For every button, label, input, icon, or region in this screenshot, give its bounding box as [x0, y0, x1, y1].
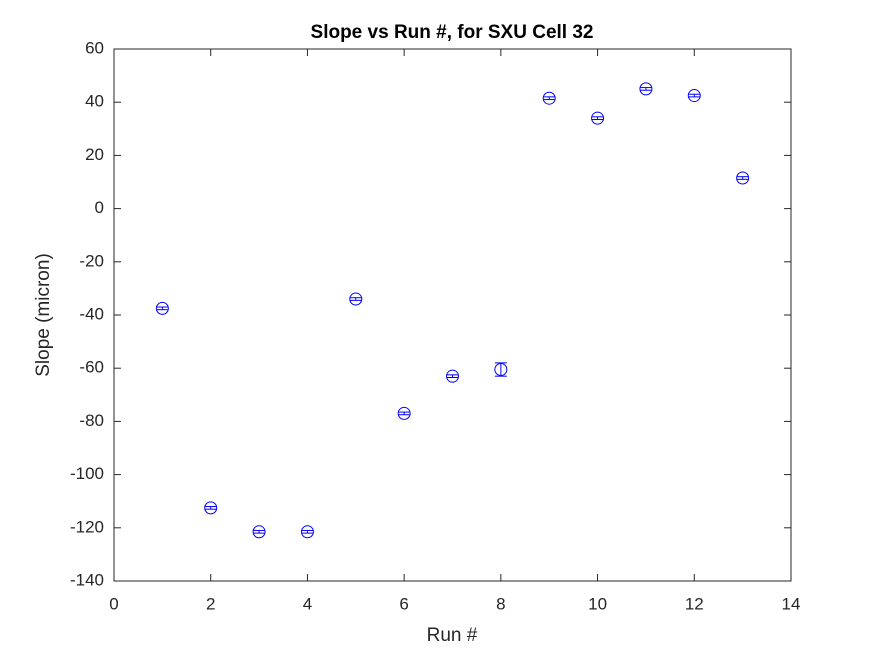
y-tick-label: -40: [79, 304, 104, 323]
y-tick-label: -100: [70, 464, 104, 483]
chart-title: Slope vs Run #, for SXU Cell 32: [311, 22, 594, 43]
y-tick-label: -120: [70, 517, 104, 536]
point: [687, 89, 701, 103]
y-tick-label: -20: [79, 251, 104, 270]
y-tick-label: 20: [85, 145, 104, 164]
y-tick-label: 60: [85, 38, 104, 57]
x-tick-label: 10: [588, 594, 607, 613]
x-tick-label: 6: [399, 594, 408, 613]
x-tick-label: 2: [206, 594, 215, 613]
point: [300, 525, 314, 539]
point: [591, 111, 605, 125]
x-tick-label: 4: [303, 594, 312, 613]
point: [349, 292, 363, 306]
y-tick-label: -140: [70, 570, 104, 589]
x-axis-label: Run #: [427, 625, 478, 646]
point: [542, 91, 556, 105]
y-tick-label: 0: [95, 198, 104, 217]
x-tick-label: 8: [496, 594, 505, 613]
x-tick-label: 12: [685, 594, 704, 613]
point: [204, 501, 218, 515]
y-axis-label: Slope (micron): [33, 253, 54, 377]
point: [639, 82, 653, 96]
point: [446, 369, 459, 383]
y-tick-label: -60: [79, 358, 104, 377]
point: [252, 525, 266, 539]
y-tick-label: -80: [79, 411, 104, 430]
x-tick-label: 14: [782, 594, 801, 613]
point: [736, 171, 750, 185]
y-tick-label: 40: [85, 92, 104, 111]
point: [155, 301, 169, 315]
plot-box: [113, 48, 792, 582]
point: [397, 406, 411, 420]
x-tick-label: 0: [109, 594, 118, 613]
point: [494, 363, 508, 377]
